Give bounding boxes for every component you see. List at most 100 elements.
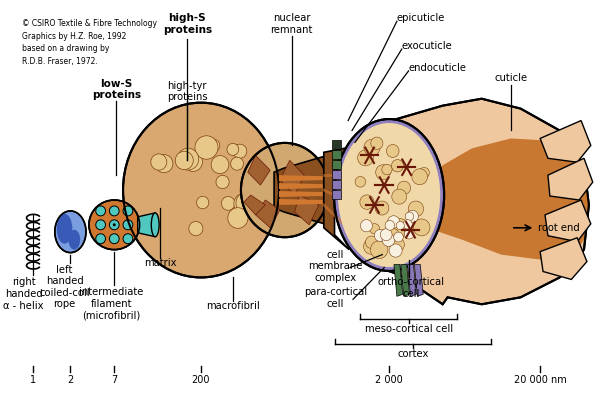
Text: 20 000 nm: 20 000 nm bbox=[514, 375, 566, 385]
Polygon shape bbox=[418, 139, 589, 259]
Ellipse shape bbox=[109, 234, 119, 244]
Text: matrix: matrix bbox=[144, 258, 176, 267]
Ellipse shape bbox=[365, 236, 378, 249]
Polygon shape bbox=[244, 195, 265, 215]
Ellipse shape bbox=[89, 200, 140, 250]
Ellipse shape bbox=[123, 220, 133, 230]
Text: meso-cortical cell: meso-cortical cell bbox=[365, 324, 452, 334]
Ellipse shape bbox=[388, 228, 399, 240]
Text: © CSIRO Textile & Fibre Technology
Graphics by H.Z. Roe, 1992
based on a drawing: © CSIRO Textile & Fibre Technology Graph… bbox=[22, 19, 157, 66]
Text: cuticle: cuticle bbox=[494, 73, 527, 83]
Ellipse shape bbox=[391, 160, 404, 172]
Ellipse shape bbox=[96, 220, 106, 230]
Ellipse shape bbox=[404, 229, 414, 239]
Ellipse shape bbox=[382, 234, 395, 246]
Ellipse shape bbox=[403, 220, 412, 229]
Ellipse shape bbox=[96, 234, 106, 244]
Bar bbox=[332, 140, 341, 149]
Text: high-S
proteins: high-S proteins bbox=[163, 13, 212, 35]
Ellipse shape bbox=[385, 220, 395, 230]
Ellipse shape bbox=[388, 216, 400, 228]
Ellipse shape bbox=[151, 154, 167, 170]
Ellipse shape bbox=[370, 224, 380, 234]
Text: intermediate
filament
(microfibril): intermediate filament (microfibril) bbox=[79, 287, 143, 320]
Text: root end: root end bbox=[538, 223, 580, 233]
Polygon shape bbox=[540, 121, 591, 162]
Bar bbox=[332, 170, 341, 179]
Ellipse shape bbox=[197, 196, 209, 209]
Ellipse shape bbox=[175, 151, 193, 170]
Ellipse shape bbox=[407, 210, 418, 222]
Ellipse shape bbox=[391, 226, 404, 240]
Ellipse shape bbox=[371, 137, 383, 149]
Polygon shape bbox=[279, 191, 323, 197]
Ellipse shape bbox=[392, 189, 407, 204]
Text: 200: 200 bbox=[192, 375, 210, 385]
Bar bbox=[332, 160, 341, 169]
Ellipse shape bbox=[380, 229, 392, 241]
Ellipse shape bbox=[389, 244, 402, 257]
Ellipse shape bbox=[419, 168, 430, 178]
Ellipse shape bbox=[109, 206, 119, 216]
Text: left
handed
coiled-coil
rope: left handed coiled-coil rope bbox=[39, 265, 90, 309]
Polygon shape bbox=[280, 160, 304, 195]
Ellipse shape bbox=[208, 139, 220, 152]
Ellipse shape bbox=[123, 103, 279, 277]
Polygon shape bbox=[279, 183, 323, 189]
Polygon shape bbox=[394, 265, 403, 297]
Ellipse shape bbox=[155, 154, 173, 173]
Ellipse shape bbox=[361, 220, 373, 232]
Ellipse shape bbox=[375, 201, 389, 215]
Text: epicuticle: epicuticle bbox=[397, 13, 445, 23]
Ellipse shape bbox=[55, 211, 86, 253]
Ellipse shape bbox=[228, 208, 248, 228]
Ellipse shape bbox=[109, 220, 119, 230]
Ellipse shape bbox=[376, 165, 391, 180]
Ellipse shape bbox=[96, 206, 106, 216]
Ellipse shape bbox=[177, 148, 199, 170]
Ellipse shape bbox=[151, 213, 159, 237]
Ellipse shape bbox=[355, 176, 365, 187]
Ellipse shape bbox=[374, 230, 386, 242]
Polygon shape bbox=[279, 175, 323, 181]
Bar bbox=[332, 150, 341, 159]
Bar bbox=[332, 180, 341, 189]
Ellipse shape bbox=[386, 144, 399, 158]
Polygon shape bbox=[374, 99, 589, 304]
Ellipse shape bbox=[211, 156, 229, 174]
Ellipse shape bbox=[405, 212, 414, 220]
Ellipse shape bbox=[394, 219, 407, 232]
Text: right
handed
α - helix: right handed α - helix bbox=[4, 277, 44, 311]
Polygon shape bbox=[279, 199, 323, 205]
Polygon shape bbox=[415, 265, 423, 297]
Ellipse shape bbox=[113, 223, 116, 226]
Ellipse shape bbox=[236, 192, 259, 215]
Text: para-cortical
cell: para-cortical cell bbox=[304, 287, 367, 309]
Ellipse shape bbox=[364, 239, 379, 254]
Text: low-S
proteins: low-S proteins bbox=[92, 79, 141, 100]
Ellipse shape bbox=[184, 152, 202, 172]
Ellipse shape bbox=[334, 119, 444, 271]
Text: endocuticle: endocuticle bbox=[409, 63, 467, 73]
Ellipse shape bbox=[123, 234, 133, 244]
Ellipse shape bbox=[379, 229, 391, 241]
Text: cell
membrane
complex: cell membrane complex bbox=[308, 250, 362, 283]
Ellipse shape bbox=[241, 143, 329, 237]
Ellipse shape bbox=[230, 157, 244, 170]
Polygon shape bbox=[540, 238, 587, 279]
Ellipse shape bbox=[370, 241, 388, 259]
Text: cortex: cortex bbox=[398, 349, 429, 359]
Text: 2: 2 bbox=[67, 375, 74, 385]
Polygon shape bbox=[548, 158, 593, 200]
Ellipse shape bbox=[233, 144, 247, 158]
Ellipse shape bbox=[57, 214, 73, 244]
Ellipse shape bbox=[68, 230, 80, 250]
Ellipse shape bbox=[397, 181, 410, 195]
Ellipse shape bbox=[234, 193, 254, 214]
Ellipse shape bbox=[216, 175, 229, 189]
Ellipse shape bbox=[412, 169, 428, 185]
Text: exocuticle: exocuticle bbox=[402, 41, 452, 51]
Ellipse shape bbox=[227, 143, 239, 155]
Ellipse shape bbox=[123, 206, 133, 216]
Ellipse shape bbox=[408, 201, 424, 217]
